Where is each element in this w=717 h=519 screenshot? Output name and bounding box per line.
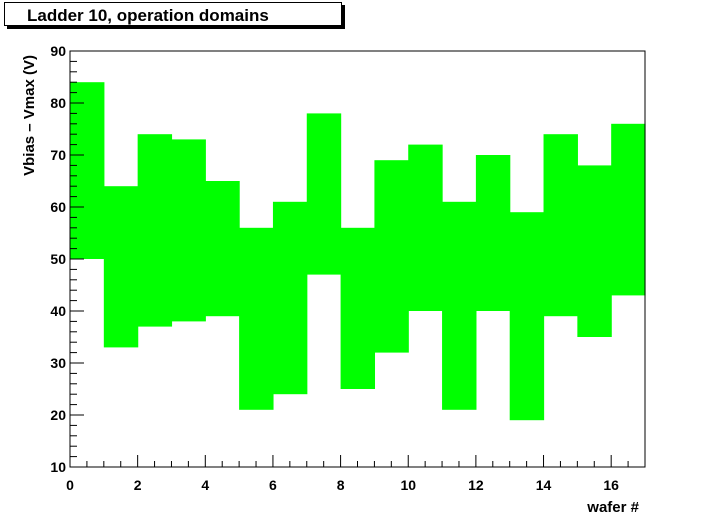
y-tick-label: 10: [50, 459, 66, 475]
range-bar-6: [272, 201, 308, 395]
x-tick-label: 12: [468, 477, 484, 493]
bars-group: [70, 82, 646, 421]
x-tick-label: 2: [134, 477, 142, 493]
y-tick-label: 70: [50, 147, 66, 163]
x-tick-label: 16: [603, 477, 619, 493]
range-bar-8: [340, 227, 376, 389]
x-tick-label: 4: [201, 477, 209, 493]
y-tick-label: 20: [50, 407, 66, 423]
x-tick-label: 6: [269, 477, 277, 493]
range-bar-3: [171, 139, 206, 322]
x-axis-label: wafer #: [586, 499, 639, 516]
range-bar-1: [103, 186, 139, 348]
y-tick-label: 50: [50, 251, 66, 267]
range-bar-14: [543, 134, 578, 317]
chart-title: Ladder 10, operation domains: [27, 6, 269, 25]
y-axis-label: Vbias – Vmax (V): [21, 55, 38, 176]
range-bar-12: [475, 155, 511, 311]
range-bar-7: [306, 113, 342, 275]
range-bar-11: [442, 201, 477, 410]
y-tick-label: 80: [50, 95, 66, 111]
range-bar-15: [577, 165, 612, 337]
y-tick-label: 60: [50, 199, 66, 215]
y-tick-label: 40: [50, 303, 66, 319]
chart-title-box: Ladder 10, operation domains: [4, 2, 342, 26]
y-axis: 10 20 30 40 50 60 70 80 90: [50, 43, 84, 475]
range-bar-9: [374, 160, 409, 353]
range-bar-16: [611, 123, 646, 296]
y-tick-label: 30: [50, 355, 66, 371]
range-bar-5: [239, 227, 274, 410]
x-tick-label: 14: [536, 477, 552, 493]
x-tick-label: 8: [337, 477, 345, 493]
range-bar-10: [408, 144, 443, 311]
range-bar-13: [509, 212, 545, 421]
x-tick-label: 0: [66, 477, 74, 493]
x-axis: 0 2 4 6 8 10 12 14 16: [66, 455, 646, 493]
y-tick-label: 90: [50, 43, 66, 59]
x-tick-label: 10: [400, 477, 416, 493]
range-bar-4: [205, 181, 240, 317]
range-bar-2: [137, 134, 173, 327]
range-bar-0: [70, 82, 105, 259]
